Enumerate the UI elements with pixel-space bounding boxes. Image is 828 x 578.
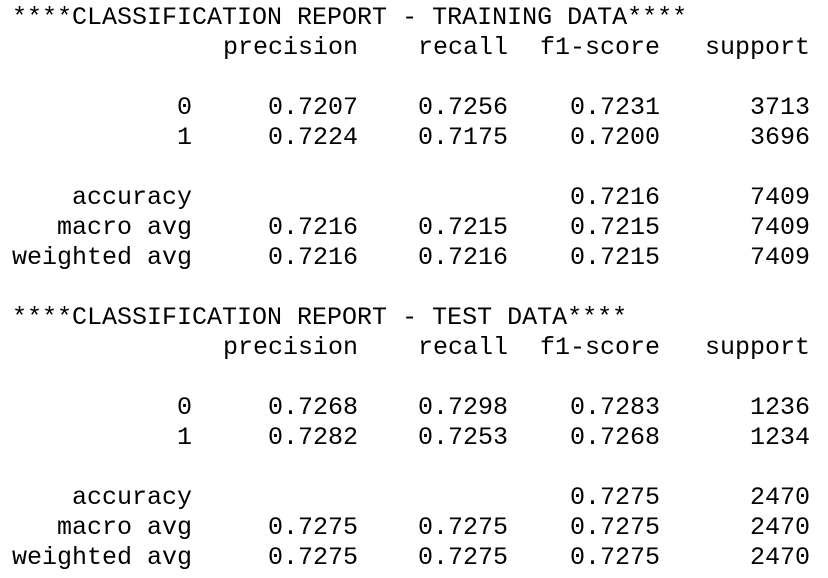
cell: 0.7275 [267,513,358,542]
column-header: precision [222,333,358,362]
row-label: weighted avg [11,243,192,272]
row-label: 0 [176,393,192,422]
cell: 0.7275 [417,543,508,572]
cell: 7409 [749,213,810,242]
cell: 0.7275 [417,513,508,542]
cell: 0.7224 [267,123,358,152]
cell: 0.7275 [569,543,660,572]
cell: 0.7298 [417,393,508,422]
row-label: macro avg [56,213,192,242]
cell: 2470 [749,543,810,572]
cell: 1234 [749,423,810,452]
cell: 0.7216 [267,243,358,272]
row-label: accuracy [71,183,192,212]
cell: 0.7200 [569,123,660,152]
row-label: 0 [176,93,192,122]
column-header: recall [417,33,508,62]
row-label: 1 [176,123,192,152]
cell: 3713 [749,93,810,122]
cell: 0.7207 [267,93,358,122]
column-header: support [704,33,810,62]
column-header: f1-score [539,33,660,62]
cell: 0.7268 [569,423,660,452]
cell: 0.7283 [569,393,660,422]
cell: 0.7253 [417,423,508,452]
column-header: precision [222,33,358,62]
cell: 3696 [749,123,810,152]
cell: 7409 [749,183,810,212]
row-label: 1 [176,423,192,452]
cell: 0.7215 [569,243,660,272]
cell: 0.7282 [267,423,358,452]
cell: 2470 [749,483,810,512]
cell: 0.7216 [569,183,660,212]
cell: 0.7275 [569,513,660,542]
report-title: ****CLASSIFICATION REPORT - TEST DATA***… [12,303,628,332]
row-label: accuracy [71,483,192,512]
column-header: recall [417,333,508,362]
cell: 0.7215 [569,213,660,242]
row-label: weighted avg [11,543,192,572]
cell: 0.7215 [417,213,508,242]
cell: 0.7268 [267,393,358,422]
cell: 0.7231 [569,93,660,122]
report-title: ****CLASSIFICATION REPORT - TRAINING DAT… [12,3,688,32]
cell: 0.7175 [417,123,508,152]
cell: 0.7216 [267,213,358,242]
cell: 0.7216 [417,243,508,272]
cell: 0.7275 [569,483,660,512]
column-header: f1-score [539,333,660,362]
cell: 2470 [749,513,810,542]
column-header: support [704,333,810,362]
cell: 1236 [749,393,810,422]
cell: 0.7256 [417,93,508,122]
cell: 7409 [749,243,810,272]
cell: 0.7275 [267,543,358,572]
row-label: macro avg [56,513,192,542]
